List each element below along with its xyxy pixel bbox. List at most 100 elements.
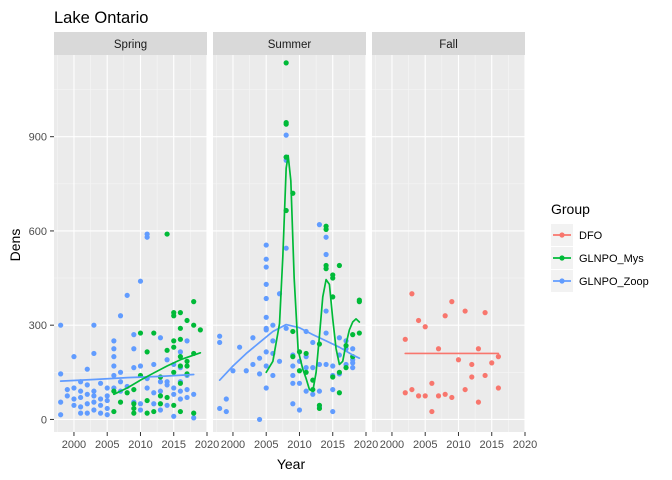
- data-point: [303, 365, 309, 371]
- data-point: [78, 410, 84, 416]
- data-point: [336, 390, 342, 396]
- x-tick-label: 2005: [254, 439, 278, 451]
- data-point: [84, 391, 90, 397]
- data-point: [191, 299, 197, 305]
- data-point: [316, 222, 323, 228]
- data-point: [171, 310, 177, 316]
- data-point: [144, 349, 150, 355]
- data-point: [409, 291, 415, 297]
- data-point: [270, 322, 276, 328]
- data-point: [164, 394, 170, 401]
- legend-entry-glnpo-zoop: GLNPO_Zoop: [551, 270, 649, 292]
- data-point: [151, 401, 157, 407]
- data-point: [151, 330, 157, 336]
- data-point: [177, 310, 183, 316]
- data-point: [290, 372, 296, 379]
- data-point: [429, 408, 435, 415]
- data-point: [402, 390, 408, 396]
- data-point: [475, 399, 482, 405]
- data-point: [323, 234, 329, 240]
- strip-fall: [372, 32, 525, 55]
- data-point: [164, 379, 170, 385]
- series-glnpo-zoop: [58, 231, 197, 421]
- data-point: [84, 401, 90, 407]
- data-point: [283, 245, 289, 251]
- data-point: [78, 388, 84, 394]
- data-point: [164, 231, 170, 237]
- y-tick-label: 600: [29, 226, 47, 238]
- data-point: [111, 338, 117, 344]
- data-point: [131, 386, 137, 393]
- data-point: [177, 349, 183, 355]
- data-point: [422, 324, 428, 330]
- smooth-line-glnpo-mys: [113, 351, 202, 396]
- y-tick-label: 300: [29, 320, 47, 332]
- data-point: [191, 415, 197, 421]
- data-point: [157, 379, 164, 385]
- strip-label-spring: Spring: [114, 39, 147, 51]
- data-point: [104, 412, 110, 418]
- data-point: [462, 386, 468, 393]
- panel-background: [372, 55, 525, 432]
- panel-summer: Summer 2000 2005 2010 2015 2020: [213, 32, 378, 451]
- x-tick-label: 2020: [354, 439, 378, 451]
- data-point: [164, 402, 170, 408]
- data-point: [177, 388, 183, 394]
- data-point: [131, 332, 137, 338]
- data-point: [171, 385, 177, 391]
- data-point: [177, 380, 183, 386]
- data-point: [296, 368, 303, 374]
- data-point: [177, 408, 183, 415]
- data-point: [157, 335, 164, 341]
- smooth-line-glnpo-zoop: [59, 373, 195, 382]
- x-tick-label: 2020: [513, 439, 537, 451]
- data-point: [323, 308, 329, 314]
- data-point: [290, 380, 296, 386]
- data-point: [71, 354, 77, 360]
- data-point: [151, 361, 157, 368]
- data-point: [111, 363, 117, 369]
- data-point: [290, 354, 296, 360]
- data-point: [323, 251, 329, 258]
- data-point: [323, 266, 329, 272]
- series-dfo: [402, 291, 501, 415]
- panel-background: [213, 55, 366, 432]
- data-point: [330, 386, 336, 393]
- x-tick-label: 2015: [320, 439, 344, 451]
- y-tick-label: 900: [29, 132, 47, 144]
- chart-title: Lake Ontario: [54, 9, 148, 27]
- data-point: [283, 121, 289, 127]
- data-point: [164, 347, 170, 353]
- data-point: [184, 358, 190, 364]
- data-point: [104, 393, 110, 399]
- data-point: [184, 394, 190, 401]
- data-point: [124, 292, 130, 298]
- data-point: [131, 365, 137, 371]
- data-point: [71, 402, 77, 408]
- data-point: [58, 371, 64, 377]
- data-point: [462, 308, 468, 314]
- data-point: [171, 369, 177, 375]
- data-point: [323, 330, 329, 336]
- data-point: [111, 388, 117, 394]
- panel-spring: Spring 2000 2005 2010 2015 2020: [54, 32, 219, 451]
- data-point: [276, 358, 283, 364]
- data-point: [283, 325, 289, 331]
- data-point: [144, 385, 150, 391]
- x-tick-label: 2015: [479, 439, 503, 451]
- data-point: [117, 379, 124, 385]
- data-point: [270, 338, 276, 344]
- data-point: [316, 402, 323, 408]
- data-point: [144, 231, 150, 237]
- data-point: [184, 317, 190, 324]
- data-point: [191, 322, 197, 328]
- data-point: [157, 401, 164, 407]
- data-point: [197, 327, 203, 333]
- data-point: [449, 394, 455, 401]
- data-point: [422, 393, 428, 399]
- data-point: [442, 391, 448, 397]
- smooth-line-glnpo-mys: [265, 154, 361, 393]
- data-point: [84, 410, 90, 416]
- data-point: [475, 346, 482, 352]
